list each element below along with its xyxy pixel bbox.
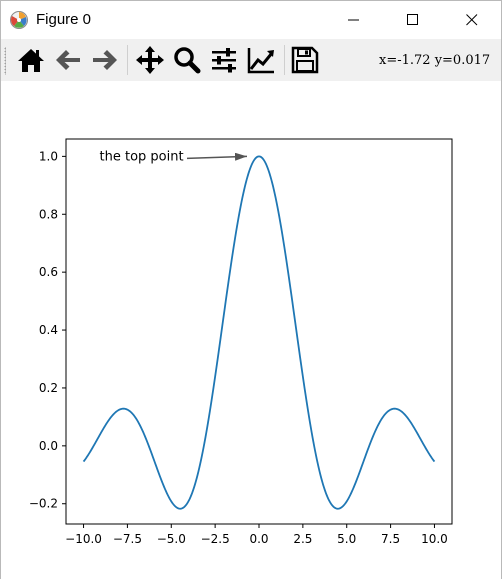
zoom-icon	[174, 47, 201, 74]
move-icon	[136, 46, 164, 74]
cursor-coordinates: x=-1.72 y=0.017	[379, 53, 491, 68]
arrow-right-icon	[93, 50, 117, 70]
save-button[interactable]	[289, 44, 321, 76]
y-tick-label: 0.6	[39, 265, 58, 279]
x-tick-label: −2.5	[201, 532, 230, 546]
navigation-toolbar	[1, 39, 501, 81]
minimize-icon	[348, 19, 359, 21]
y-tick-label: 0.8	[39, 207, 58, 221]
subplots-button[interactable]	[208, 44, 240, 76]
close-icon	[466, 14, 478, 26]
y-tick-label: 0.0	[39, 439, 58, 453]
minimize-button[interactable]	[331, 1, 377, 39]
plot-svg[interactable]: −10.0 −7.5 −5.0 −2.5 0.0 2.5 5.0 7.5 10.0 −0.2 0.…	[1, 81, 501, 579]
save-icon	[291, 46, 319, 74]
y-tick-label: 1.0	[39, 149, 58, 163]
annotation-label: the top point	[100, 149, 184, 164]
home-icon	[18, 49, 44, 72]
title-bar[interactable]: Figure 0	[1, 1, 501, 39]
zoom-button[interactable]	[171, 44, 203, 76]
axes-frame	[65, 138, 453, 525]
x-axis-ticks: −10.0 −7.5 −5.0 −2.5 0.0 2.5 5.0 7.5 10.0	[65, 524, 448, 546]
arrow-left-icon	[56, 50, 80, 70]
maximize-icon	[407, 14, 418, 25]
y-tick-label: 0.4	[39, 323, 58, 337]
x-tick-label: −5.0	[157, 532, 186, 546]
x-tick-label: 0.0	[249, 532, 268, 546]
toolbar-separator	[127, 45, 128, 75]
matplotlib-logo-icon	[9, 10, 29, 30]
line-chart-icon	[247, 48, 274, 74]
y-tick-label: 0.2	[39, 381, 58, 395]
back-button[interactable]	[52, 44, 84, 76]
sliders-icon	[212, 48, 236, 73]
toolbar-grip[interactable]	[4, 47, 6, 75]
home-button[interactable]	[15, 44, 47, 76]
x-tick-label: 2.5	[293, 532, 312, 546]
figure-canvas[interactable]: −10.0 −7.5 −5.0 −2.5 0.0 2.5 5.0 7.5 10.0 −0.2 0.…	[1, 81, 501, 579]
x-tick-label: −7.5	[113, 532, 142, 546]
x-tick-label: 5.0	[337, 532, 356, 546]
edit-axis-button[interactable]	[245, 44, 277, 76]
forward-button[interactable]	[89, 44, 121, 76]
maximize-button[interactable]	[390, 1, 436, 39]
x-tick-label: 10.0	[421, 532, 448, 546]
toolbar-separator	[284, 45, 285, 75]
window-title: Figure 0	[36, 11, 92, 28]
pan-button[interactable]	[134, 44, 166, 76]
close-button[interactable]	[449, 1, 495, 39]
annotation-arrow	[186, 152, 248, 161]
y-tick-label: −0.2	[29, 497, 58, 511]
series-line	[82, 155, 436, 510]
x-tick-label: 7.5	[381, 532, 400, 546]
x-tick-label: −10.0	[65, 532, 102, 546]
y-axis-ticks: −0.2 0.0 0.2 0.4 0.6 0.8 1.0	[29, 149, 66, 511]
